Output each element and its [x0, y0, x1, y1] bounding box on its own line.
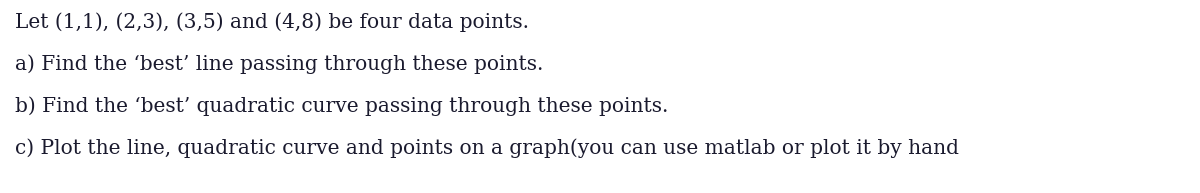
Text: c) Plot the line, quadratic curve and points on a graph(you can use matlab or pl: c) Plot the line, quadratic curve and po… — [14, 138, 959, 158]
Text: a) Find the ‘best’ line passing through these points.: a) Find the ‘best’ line passing through … — [14, 54, 544, 74]
Text: Let (1,1), (2,3), (3,5) and (4,8) be four data points.: Let (1,1), (2,3), (3,5) and (4,8) be fou… — [14, 12, 529, 32]
Text: b) Find the ‘best’ quadratic curve passing through these points.: b) Find the ‘best’ quadratic curve passi… — [14, 96, 668, 116]
